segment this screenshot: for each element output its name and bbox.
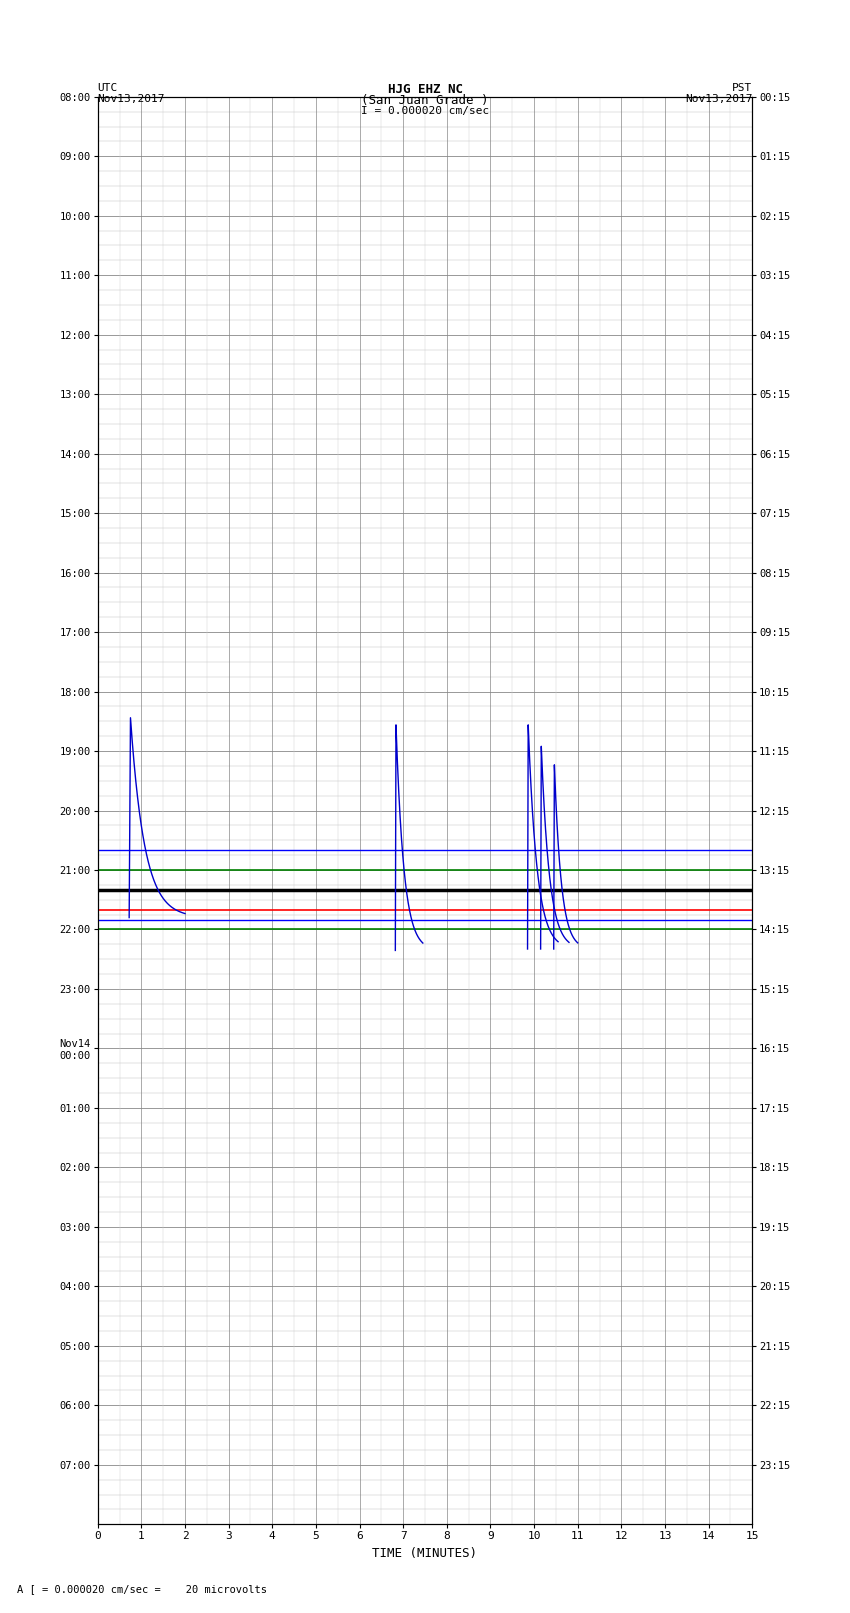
Text: PST: PST <box>732 84 752 94</box>
Text: UTC: UTC <box>98 84 118 94</box>
X-axis label: TIME (MINUTES): TIME (MINUTES) <box>372 1547 478 1560</box>
Text: HJG EHZ NC: HJG EHZ NC <box>388 84 462 97</box>
Text: (San Juan Grade ): (San Juan Grade ) <box>361 94 489 108</box>
Text: Nov13,2017: Nov13,2017 <box>98 94 165 105</box>
Text: I = 0.000020 cm/sec: I = 0.000020 cm/sec <box>361 106 489 116</box>
Text: Nov13,2017: Nov13,2017 <box>685 94 752 105</box>
Text: A [ = 0.000020 cm/sec =    20 microvolts: A [ = 0.000020 cm/sec = 20 microvolts <box>17 1584 267 1594</box>
